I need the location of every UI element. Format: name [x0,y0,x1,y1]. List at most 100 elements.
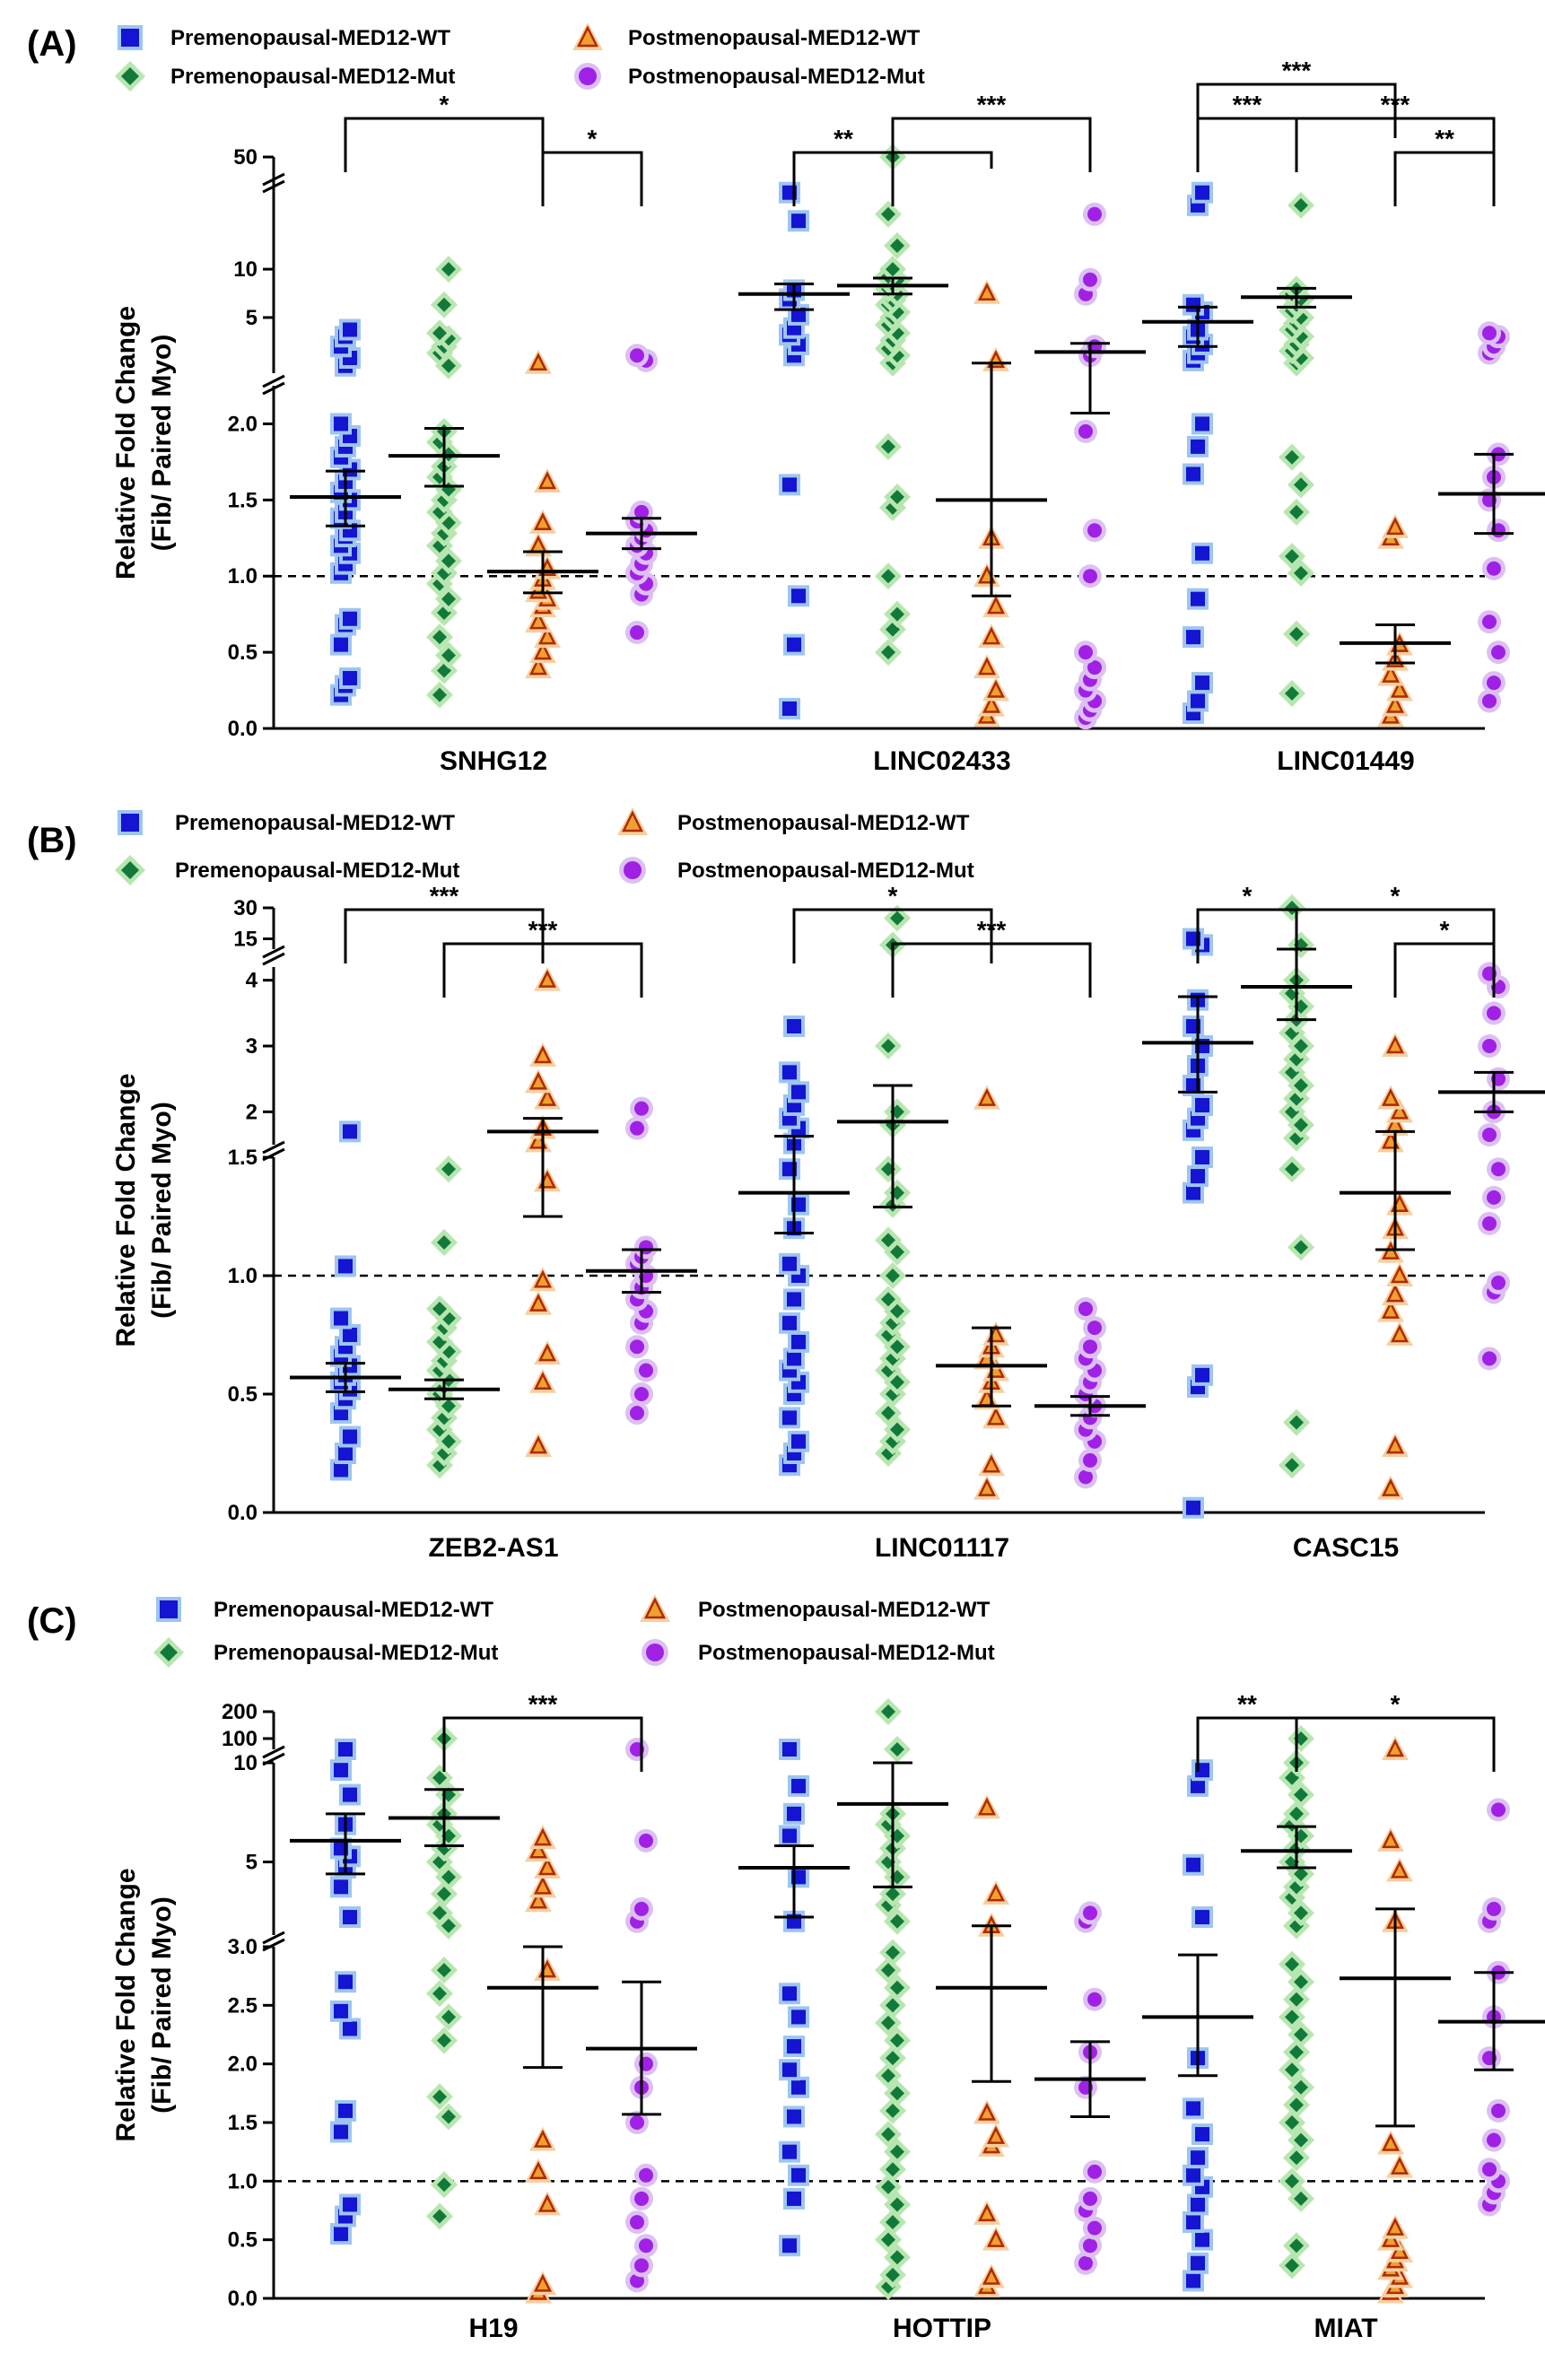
marker-diamond [1285,2009,1299,2025]
data-point [534,1340,561,1365]
marker-triangle [528,1435,548,1454]
data-point [1279,2252,1305,2280]
tick-label: 10 [233,1751,258,1775]
marker-diamond [890,1980,904,1995]
marker-diamond [441,1162,456,1177]
data-point [534,1854,561,1879]
series-points [290,318,401,706]
significance-brackets: ** *********** ***** [344,57,1496,206]
significance-label: *** [430,882,459,910]
marker-triangle [977,1478,997,1496]
data-point [534,1957,561,1982]
marker-circle [1083,272,1097,287]
marker-circle [630,2215,644,2230]
data-point [978,692,1005,717]
legend-label: Premenopausal-MED12-Mut [175,859,459,883]
data-point [978,1452,1005,1477]
axis-break [262,952,285,966]
marker-triangle [1390,2240,1410,2259]
data-point [431,1957,458,1984]
marker-diamond [881,206,895,222]
marker-triangle [1381,1478,1401,1496]
marker-triangle [986,1407,1006,1425]
data-point [973,2099,1000,2124]
significance-label: *** [1381,91,1410,118]
data-point [1191,1906,1213,1929]
series-points [290,1120,401,1481]
marker-circle [1087,2220,1102,2236]
marker-square [1195,1367,1209,1382]
marker-circle [1491,1802,1506,1818]
marker-square [787,1292,801,1307]
marker-triangle [1385,1284,1405,1303]
data-point [330,633,352,656]
marker-triangle [977,282,997,301]
marker-diamond [886,2162,900,2177]
marker-triangle [621,810,644,833]
data-point [875,1155,902,1183]
marker-diamond [441,554,456,569]
data-point [973,654,1000,679]
marker-circle [1482,1351,1497,1366]
gene-label: SNHG12 [440,746,547,776]
marker-square [160,1600,178,1618]
marker-triangle [977,2203,997,2222]
legend: Premenopausal-MED12-WT Postmenopausal-MED… [115,807,974,885]
data-point [1487,641,1510,665]
marker-square [343,322,357,337]
marker-diamond [441,2109,456,2124]
marker-square [1191,2197,1205,2212]
data-point [1187,435,1209,458]
data-point [1083,1316,1106,1340]
marker-triangle [1381,1241,1401,1260]
data-point [335,1739,356,1760]
marker-circle [1083,1905,1097,1921]
legend-label: Premenopausal-MED12-WT [170,26,450,50]
marker-circle [1482,615,1497,630]
marker-diamond [886,1998,900,2013]
data-point [1382,1281,1409,1306]
significance-label: * [1391,882,1401,910]
legend-label: Postmenopausal-MED12-Mut [677,859,974,883]
marker-triangle [533,1045,553,1064]
data-point [335,1255,356,1277]
marker-circle [630,1120,644,1136]
data-point [1083,2159,1106,2184]
data-point [779,2059,800,2081]
data-point [1078,1335,1102,1359]
gene-group: LINC02433 [738,144,1146,776]
marker-circle [1491,1275,1506,1290]
significance-bracket [344,117,545,172]
marker-diamond [881,1292,895,1307]
significance-label: ** [1435,125,1454,153]
series-points [290,1739,401,2245]
marker-circle [1487,1901,1501,1916]
marker-circle [1087,206,1102,222]
marker-circle [1083,2238,1097,2254]
marker-square [782,1986,797,2001]
marker-triangle [977,1087,997,1106]
data-point [330,2121,352,2143]
panel-c: (C) Premenopausal-MED12-WT Postmenopausal-… [27,1594,1545,2343]
marker-square [334,2003,348,2018]
marker-triangle [1390,1101,1410,1120]
marker-square [1191,1169,1205,1184]
series-points [1438,321,1545,713]
data-point [1083,519,1106,543]
data-point [1487,2098,1510,2123]
tick-label: 5 [246,1851,258,1875]
marker-diamond [886,1887,900,1902]
series-points [1142,928,1253,1519]
significance-bracket [1196,83,1397,138]
significance-label: *** [528,916,558,944]
marker-triangle [986,596,1006,615]
marker-square [343,1787,357,1802]
marker-circle [646,1643,664,1661]
marker-diamond [1294,1866,1308,1881]
data-point [875,562,902,590]
marker-circle [1487,676,1501,691]
data-point [1183,293,1204,316]
axis-break [262,1752,285,1766]
data-point [1288,1725,1314,1752]
axis-break [262,1938,285,1952]
